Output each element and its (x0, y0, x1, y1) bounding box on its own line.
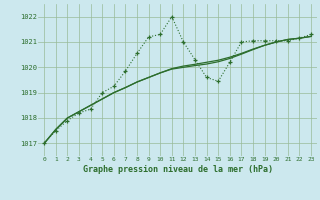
X-axis label: Graphe pression niveau de la mer (hPa): Graphe pression niveau de la mer (hPa) (83, 165, 273, 174)
